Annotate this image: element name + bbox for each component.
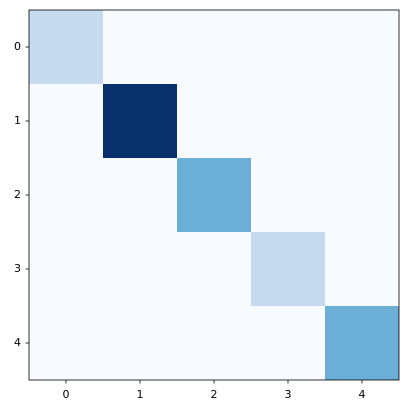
cell [29, 158, 103, 232]
y-tick-label: 3 [14, 262, 21, 275]
x-tick-label: 2 [211, 388, 218, 401]
cell [103, 158, 177, 232]
x-tick-label: 0 [63, 388, 70, 401]
cell [177, 158, 251, 232]
cell [29, 306, 103, 380]
cell [251, 84, 325, 158]
cell [103, 306, 177, 380]
cell [251, 232, 325, 306]
cell [251, 10, 325, 84]
cell [177, 232, 251, 306]
cell [103, 84, 177, 158]
y-tick-label: 4 [14, 336, 21, 349]
cell [251, 306, 325, 380]
x-tick-label: 1 [137, 388, 144, 401]
y-tick-label: 1 [14, 114, 21, 127]
cell [177, 84, 251, 158]
cell [103, 10, 177, 84]
y-tick-label: 2 [14, 188, 21, 201]
cell [325, 306, 399, 380]
cell [29, 10, 103, 84]
cell [325, 84, 399, 158]
cell [325, 232, 399, 306]
cell [325, 10, 399, 84]
x-tick-label: 4 [359, 388, 366, 401]
y-tick-label: 0 [14, 40, 21, 53]
x-tick-label: 3 [285, 388, 292, 401]
cell [103, 232, 177, 306]
cell [251, 158, 325, 232]
cell [177, 10, 251, 84]
cell [29, 232, 103, 306]
cell [325, 158, 399, 232]
cell [177, 306, 251, 380]
cell [29, 84, 103, 158]
